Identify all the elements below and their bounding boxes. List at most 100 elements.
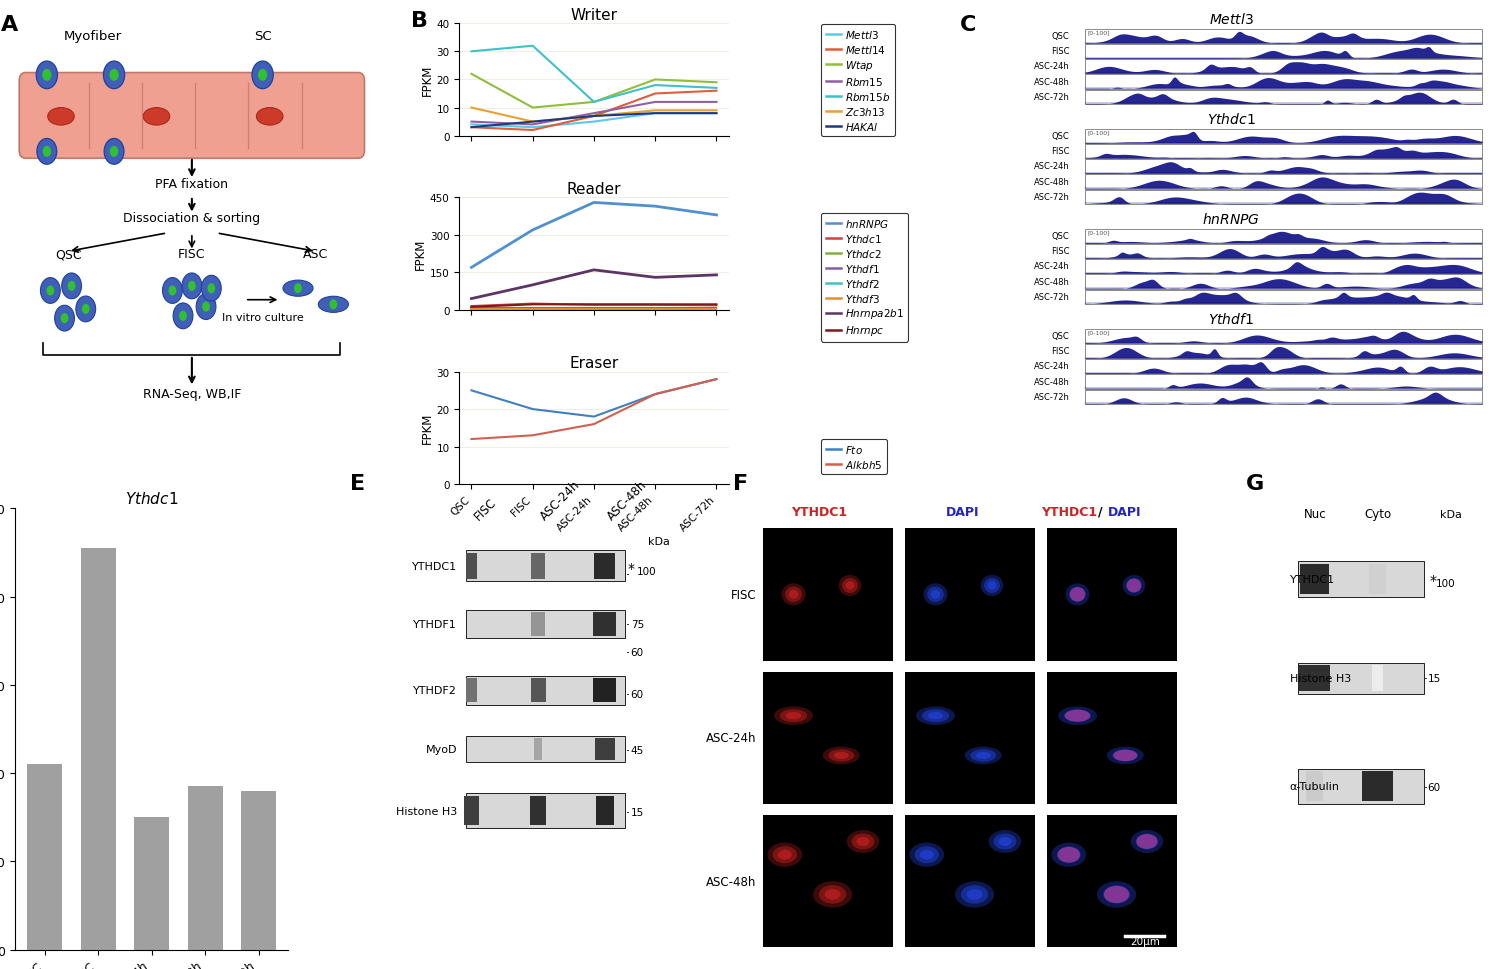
Bar bbox=[530, 796, 546, 826]
Text: ASC-48h: ASC-48h bbox=[1034, 377, 1070, 386]
Text: Histone H3: Histone H3 bbox=[1290, 673, 1352, 683]
Text: DAPI: DAPI bbox=[946, 506, 980, 518]
Circle shape bbox=[258, 70, 267, 81]
Ellipse shape bbox=[909, 843, 944, 867]
Ellipse shape bbox=[956, 881, 994, 908]
Ellipse shape bbox=[964, 747, 1002, 765]
Text: ASC-24h: ASC-24h bbox=[1034, 162, 1070, 172]
Bar bbox=[465, 793, 626, 828]
Bar bbox=[1084, 90, 1482, 105]
Text: G: G bbox=[1246, 474, 1264, 493]
Ellipse shape bbox=[1070, 587, 1086, 603]
Text: $\it{Ythdf1}$: $\it{Ythdf1}$ bbox=[1209, 312, 1254, 327]
Bar bbox=[531, 612, 546, 637]
Bar bbox=[1084, 359, 1482, 374]
Text: 15: 15 bbox=[1428, 673, 1442, 683]
Ellipse shape bbox=[1058, 847, 1080, 862]
Text: YTHDC1: YTHDC1 bbox=[1290, 575, 1335, 584]
FancyBboxPatch shape bbox=[20, 74, 364, 159]
Bar bbox=[465, 550, 626, 581]
Title: Writer: Writer bbox=[570, 8, 618, 23]
Ellipse shape bbox=[970, 749, 996, 762]
Text: FISC: FISC bbox=[178, 248, 206, 261]
Text: PFA fixation: PFA fixation bbox=[156, 177, 228, 191]
Text: ASC-72h: ASC-72h bbox=[1034, 93, 1070, 102]
Ellipse shape bbox=[318, 297, 348, 313]
Ellipse shape bbox=[1107, 747, 1143, 765]
Text: *: * bbox=[1430, 573, 1437, 587]
Circle shape bbox=[40, 278, 60, 304]
Bar bbox=[592, 678, 616, 703]
Ellipse shape bbox=[813, 881, 852, 908]
Bar bbox=[1084, 30, 1482, 44]
Ellipse shape bbox=[922, 709, 950, 723]
Bar bbox=[596, 796, 613, 826]
Circle shape bbox=[38, 140, 57, 165]
Circle shape bbox=[172, 303, 194, 329]
Bar bbox=[27, 765, 62, 950]
Text: ASC-24h: ASC-24h bbox=[1034, 262, 1070, 271]
Bar bbox=[1084, 230, 1482, 244]
Text: MyoD: MyoD bbox=[426, 744, 458, 754]
Ellipse shape bbox=[842, 578, 858, 593]
Text: [0-100]: [0-100] bbox=[1088, 130, 1110, 135]
Legend: $\it{Fto}$, $\it{Alkbh5}$: $\it{Fto}$, $\it{Alkbh5}$ bbox=[822, 439, 886, 474]
Ellipse shape bbox=[852, 833, 874, 850]
Circle shape bbox=[196, 295, 216, 320]
Ellipse shape bbox=[834, 752, 849, 759]
Bar bbox=[1298, 663, 1424, 694]
Text: ASC-24h: ASC-24h bbox=[1034, 62, 1070, 72]
Bar bbox=[81, 548, 116, 950]
Bar bbox=[1084, 245, 1482, 259]
Text: ASC-48h: ASC-48h bbox=[1034, 78, 1070, 86]
Ellipse shape bbox=[1113, 750, 1137, 762]
Ellipse shape bbox=[981, 576, 1004, 597]
Ellipse shape bbox=[825, 890, 840, 900]
Text: QSC: QSC bbox=[1052, 232, 1070, 240]
Circle shape bbox=[178, 311, 188, 322]
Bar bbox=[1372, 666, 1383, 692]
Text: QSC: QSC bbox=[1052, 331, 1070, 340]
Ellipse shape bbox=[924, 583, 948, 606]
Ellipse shape bbox=[1058, 706, 1096, 725]
Text: $\it{Mettl3}$: $\it{Mettl3}$ bbox=[1209, 12, 1254, 27]
Circle shape bbox=[104, 140, 125, 165]
Text: α-Tubulin: α-Tubulin bbox=[1290, 781, 1340, 792]
Ellipse shape bbox=[968, 890, 982, 900]
Ellipse shape bbox=[789, 590, 798, 599]
Ellipse shape bbox=[256, 109, 284, 126]
Y-axis label: FPKM: FPKM bbox=[420, 413, 434, 444]
Circle shape bbox=[294, 284, 302, 294]
Text: 100: 100 bbox=[636, 567, 656, 577]
Bar bbox=[531, 678, 546, 703]
Bar bbox=[1299, 666, 1330, 692]
Bar bbox=[594, 738, 615, 760]
Circle shape bbox=[60, 314, 69, 324]
Circle shape bbox=[68, 282, 75, 292]
Ellipse shape bbox=[1065, 710, 1090, 722]
Text: A: A bbox=[2, 16, 18, 35]
Ellipse shape bbox=[284, 281, 314, 297]
Bar bbox=[592, 612, 616, 637]
Text: E: E bbox=[350, 474, 364, 493]
Text: ASC-48h: ASC-48h bbox=[604, 478, 650, 522]
Ellipse shape bbox=[916, 706, 956, 725]
Text: ASC-72h: ASC-72h bbox=[1034, 392, 1070, 401]
Y-axis label: FPKM: FPKM bbox=[414, 238, 428, 270]
Text: $\it{Ythdc1}$: $\it{Ythdc1}$ bbox=[1208, 111, 1255, 127]
Ellipse shape bbox=[987, 581, 996, 590]
Text: YTHDC1: YTHDC1 bbox=[1041, 506, 1098, 518]
Bar bbox=[135, 818, 170, 950]
Text: FISC: FISC bbox=[471, 495, 500, 522]
Circle shape bbox=[182, 273, 203, 299]
Text: ASC-48h: ASC-48h bbox=[706, 875, 756, 888]
Circle shape bbox=[330, 300, 338, 310]
Ellipse shape bbox=[784, 587, 802, 603]
Text: *: * bbox=[628, 561, 634, 576]
Bar bbox=[465, 610, 626, 639]
Text: 75: 75 bbox=[630, 619, 644, 629]
Ellipse shape bbox=[920, 850, 934, 860]
Text: ASC-48h: ASC-48h bbox=[1034, 177, 1070, 186]
Text: ASC-24h: ASC-24h bbox=[1034, 362, 1070, 371]
Ellipse shape bbox=[1102, 886, 1130, 904]
